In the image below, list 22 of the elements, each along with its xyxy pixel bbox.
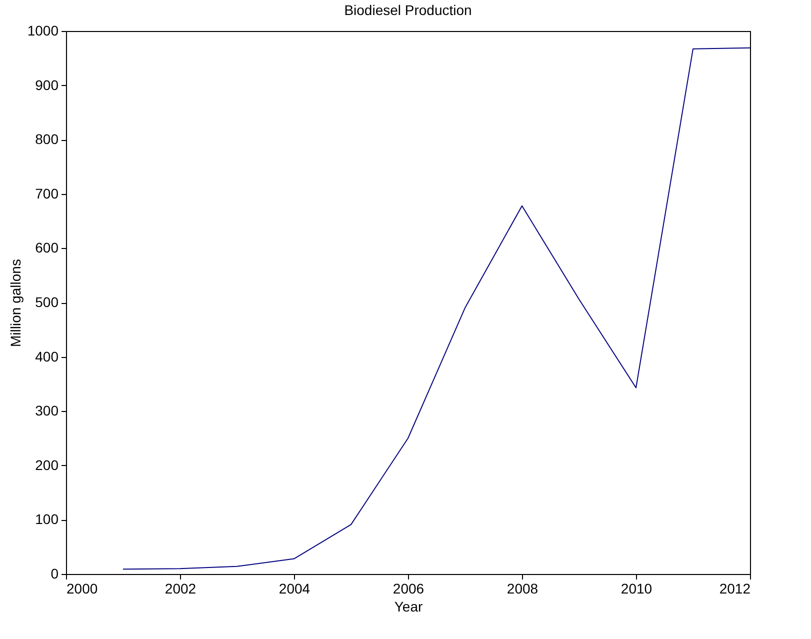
y-tick-label: 700 [35, 185, 59, 202]
y-tick-label: 500 [35, 294, 59, 310]
y-tick-label: 1000 [27, 22, 59, 38]
y-tick-label: 600 [35, 240, 59, 256]
chart-title: Biodiesel Production [344, 2, 472, 18]
y-tick-label: 0 [50, 566, 59, 582]
y-tick-label: 200 [35, 456, 59, 473]
x-tick-label: 2000 [66, 580, 98, 596]
x-tick-label: 2008 [506, 580, 538, 596]
x-tick-label: 2010 [620, 580, 652, 596]
x-tick-label: 2012 [719, 580, 751, 596]
x-axis-title: Year [394, 598, 423, 614]
x-tick-label: 2006 [392, 580, 424, 596]
x-tick-label: 2002 [164, 580, 196, 596]
y-tick-label: 100 [35, 511, 59, 528]
line-series [122, 47, 750, 570]
y-axis-title: Million gallons [7, 259, 24, 347]
y-tick-label: 400 [35, 348, 59, 364]
y-tick-label: 900 [35, 76, 59, 93]
y-tick-label: 800 [35, 131, 59, 148]
x-tick-label: 2004 [278, 580, 310, 596]
y-tick-label: 300 [35, 402, 59, 419]
